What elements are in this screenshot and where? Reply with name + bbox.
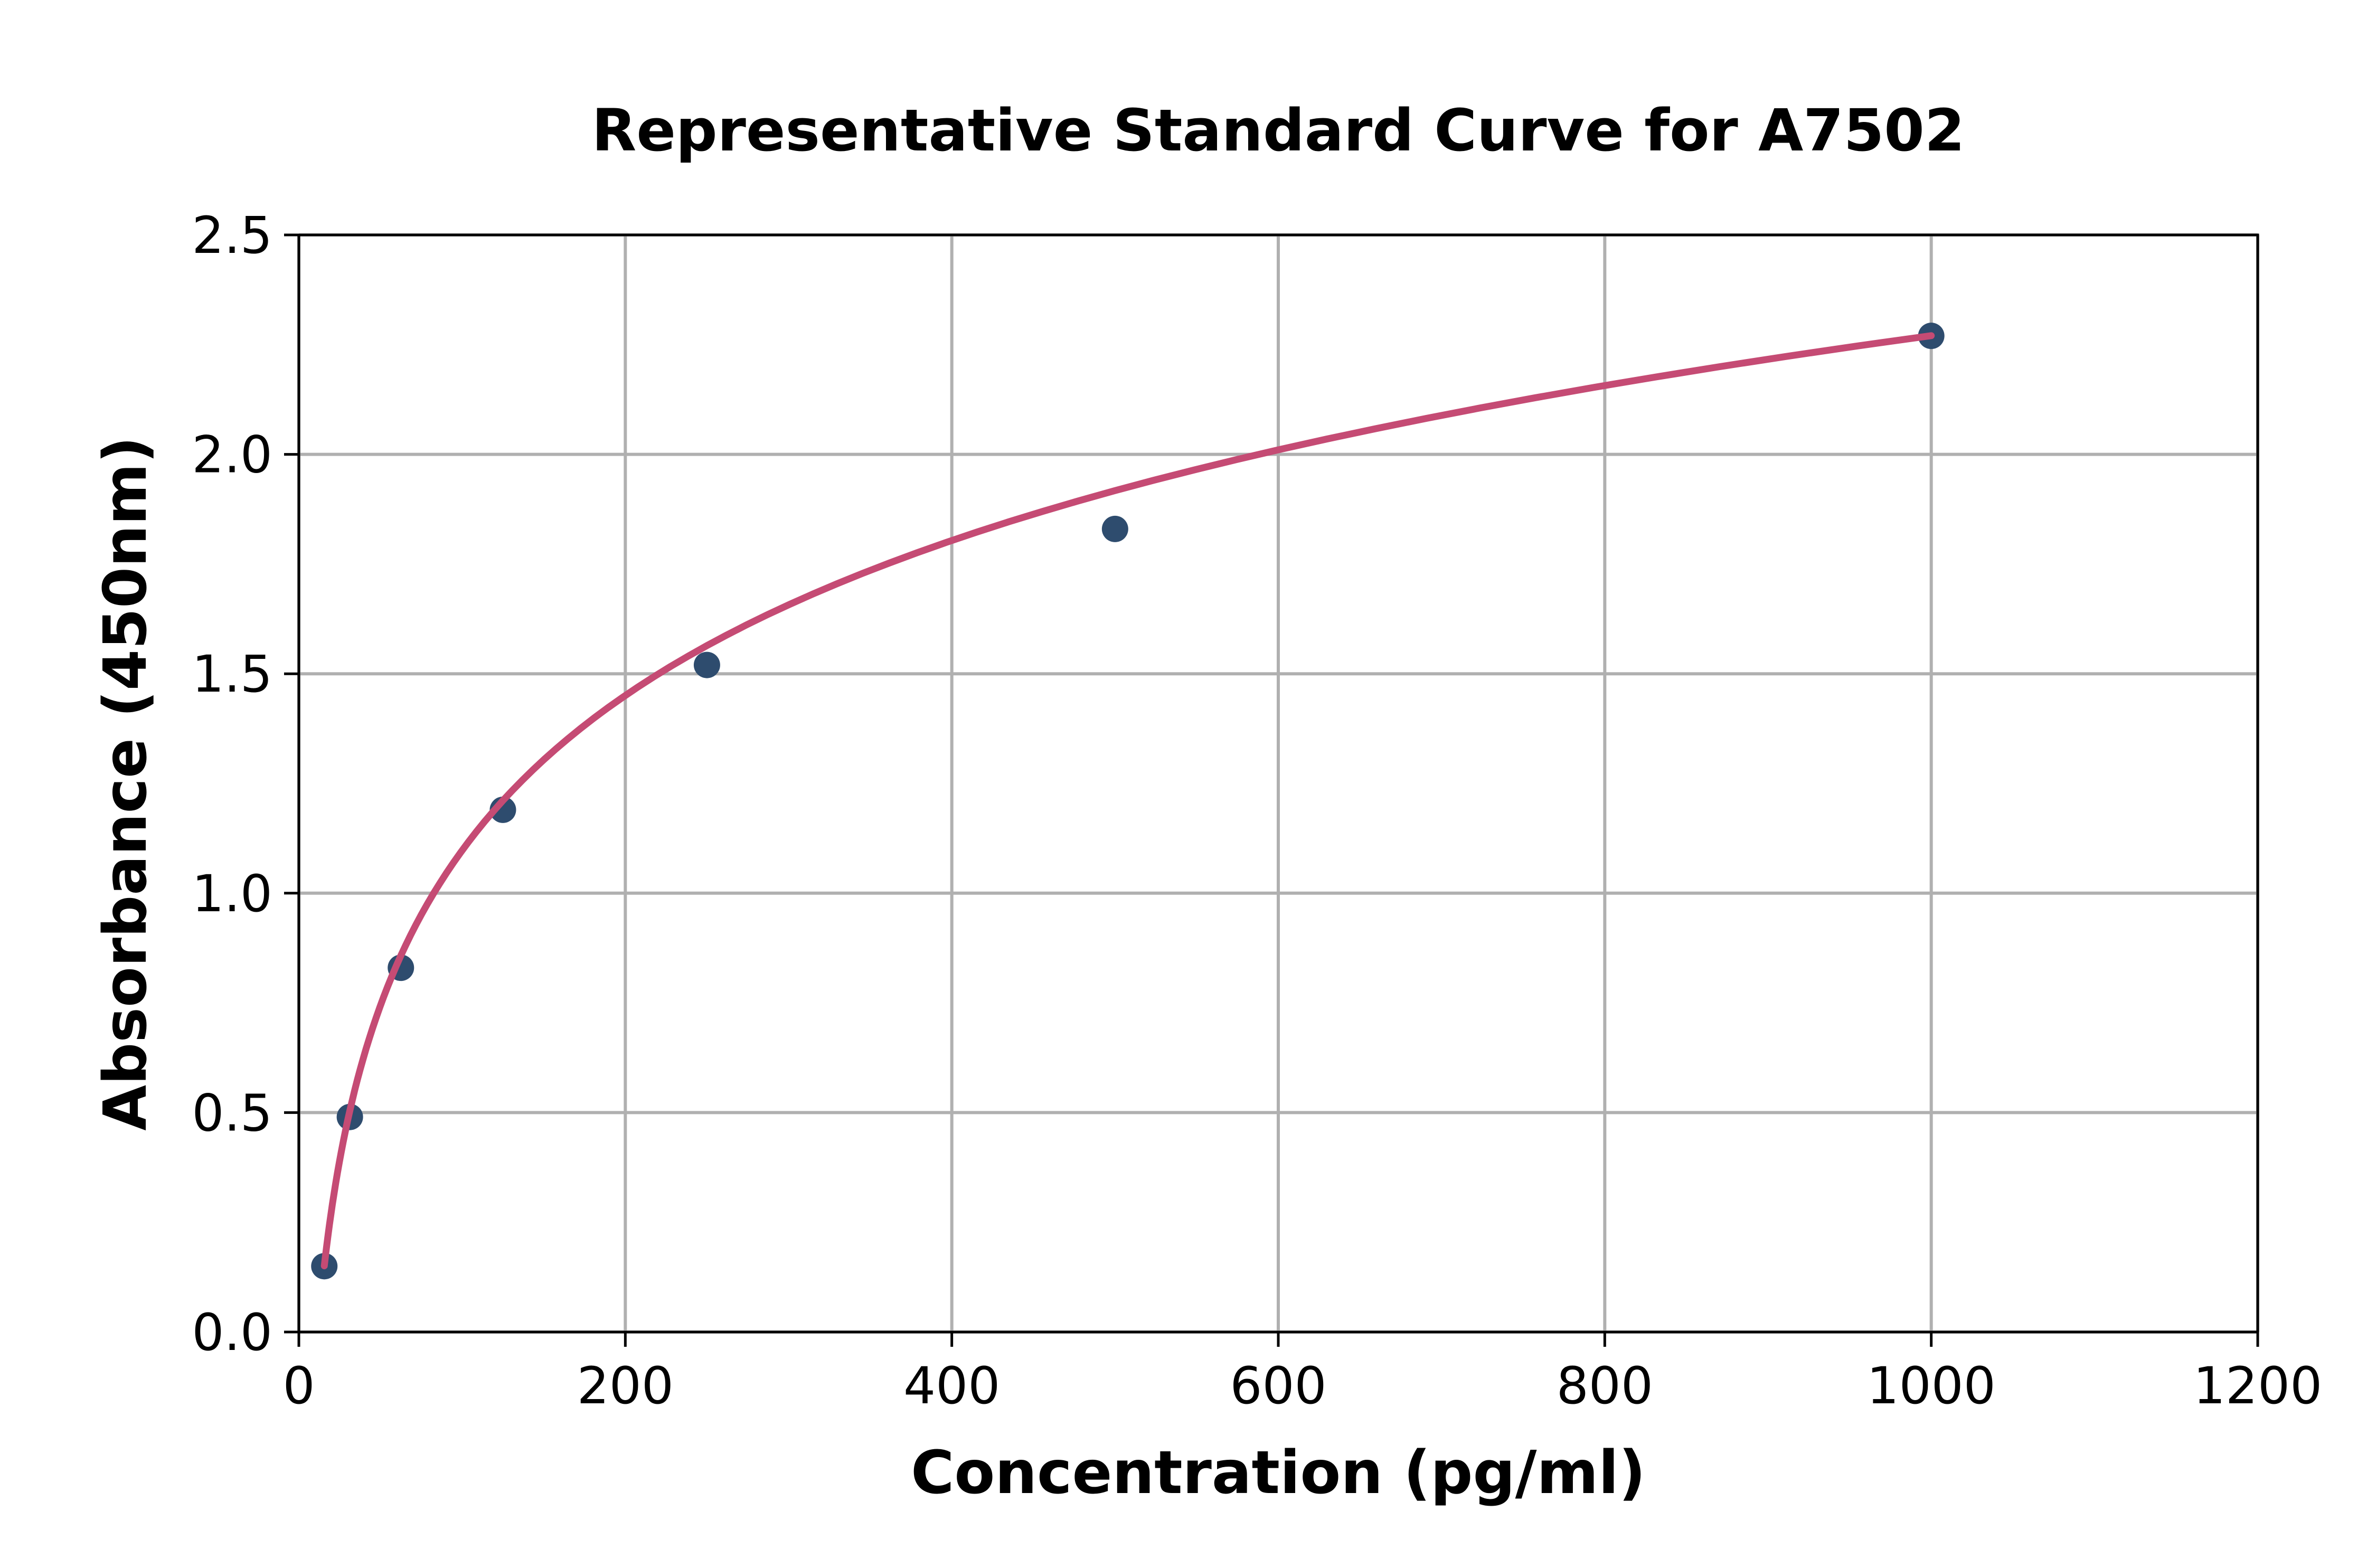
axis-ticks	[284, 233, 2259, 1347]
gridlines	[297, 233, 2259, 1334]
x-tick-label: 200	[577, 1356, 674, 1415]
data-point	[1101, 515, 1128, 542]
y-tick-labels: 0.0 0.5 1.0 1.5 2.0 2.5	[192, 206, 272, 1362]
data-point	[693, 651, 720, 678]
y-tick-label: 1.0	[192, 864, 272, 923]
x-axis-label: Concentration (pg/ml)	[911, 1439, 1646, 1507]
x-tick-label: 400	[903, 1356, 1000, 1415]
y-axis-label: Absorbance (450nm)	[91, 436, 160, 1130]
x-tick-label: 600	[1230, 1356, 1326, 1415]
y-tick-label: 1.5	[192, 645, 272, 704]
data-points	[311, 323, 1945, 1280]
y-tick-label: 0.5	[192, 1083, 272, 1142]
x-tick-label: 0	[282, 1356, 315, 1415]
y-tick-label: 0.0	[192, 1303, 272, 1362]
x-tick-label: 800	[1557, 1356, 1653, 1415]
fit-curve-line	[320, 332, 1935, 1270]
chart-title: Representative Standard Curve for A7502	[592, 97, 1965, 164]
y-tick-label: 2.5	[192, 206, 272, 265]
x-tick-label: 1200	[2193, 1356, 2322, 1415]
y-tick-label: 2.0	[192, 426, 272, 485]
x-tick-labels: 0 200 400 600 800 1000 1200	[282, 1356, 2322, 1415]
x-tick-label: 1000	[1867, 1356, 1996, 1415]
